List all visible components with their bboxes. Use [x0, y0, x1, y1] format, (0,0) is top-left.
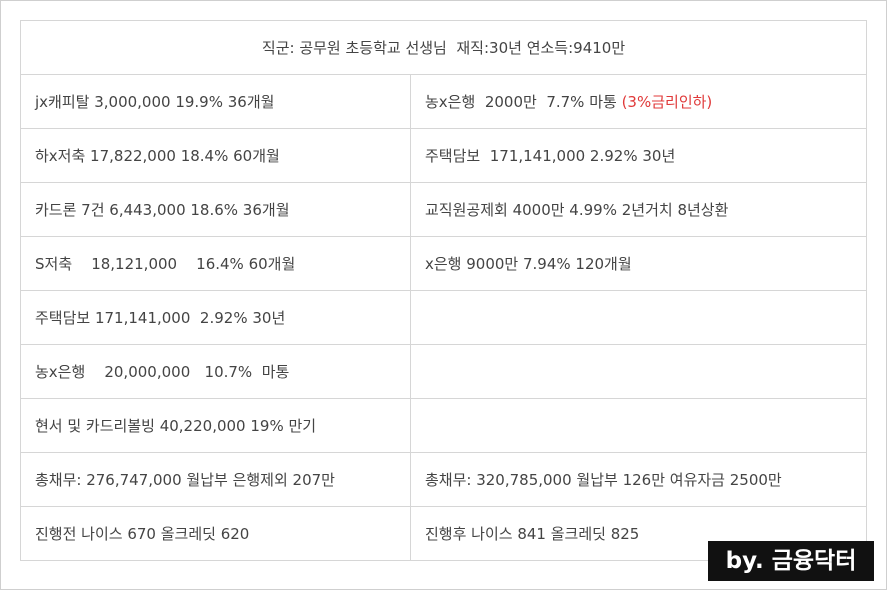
after-cell-empty — [409, 344, 868, 399]
table-row: 카드론 7건 6,443,000 18.6% 36개월 교직원공제회 4000만… — [20, 182, 868, 237]
total-debt-before: 총채무: 276,747,000 월납부 은행제외 207만 — [20, 452, 411, 507]
watermark-logo: by. 금융닥터 — [708, 541, 874, 581]
table-header-row: 직군: 공무원 초등학교 선생님 재직:30년 연소득:9410만 — [19, 20, 868, 75]
before-cell: S저축 18,121,000 16.4% 60개월 — [20, 236, 411, 291]
before-cell: 농x은행 20,000,000 10.7% 마통 — [20, 344, 411, 399]
table-row: jx캐피탈 3,000,000 19.9% 36개월 농x은행 2000만 7.… — [20, 74, 868, 129]
total-debt-row: 총채무: 276,747,000 월납부 은행제외 207만 총채무: 320,… — [20, 452, 868, 507]
table-row: 하x저축 17,822,000 18.4% 60개월 주택담보 171,141,… — [20, 128, 868, 183]
total-debt-after: 총채무: 320,785,000 월납부 126만 여유자금 2500만 — [409, 452, 868, 507]
before-cell: 카드론 7건 6,443,000 18.6% 36개월 — [20, 182, 411, 237]
after-cell: 농x은행 2000만 7.7% 마통 (3%금리인하) — [409, 74, 868, 129]
after-cell-new-loan: x은행 9000만 7.94% 120개월 — [409, 236, 868, 291]
table-row: S저축 18,121,000 16.4% 60개월 x은행 9000만 7.94… — [20, 236, 868, 291]
after-cell-text: 농x은행 2000만 7.7% 마통 — [425, 93, 622, 111]
before-cell: 주택담보 171,141,000 2.92% 30년 — [20, 290, 411, 345]
credit-score-before: 진행전 나이스 670 올크레딧 620 — [20, 506, 411, 561]
table-row: 농x은행 20,000,000 10.7% 마통 — [20, 344, 868, 399]
before-cell: 하x저축 17,822,000 18.4% 60개월 — [20, 128, 411, 183]
rate-cut-note: (3%금리인하) — [621, 93, 713, 111]
after-cell: 주택담보 171,141,000 2.92% 30년 — [409, 128, 868, 183]
table-row: 주택담보 171,141,000 2.92% 30년 — [20, 290, 868, 345]
table-row: 현서 및 카드리볼빙 40,220,000 19% 만기 — [20, 398, 868, 453]
after-cell-empty — [409, 290, 868, 345]
profile-header: 직군: 공무원 초등학교 선생님 재직:30년 연소득:9410만 — [19, 20, 868, 75]
after-cell-new-loan: 교직원공제회 4000만 4.99% 2년거치 8년상환 — [409, 182, 868, 237]
before-cell: 현서 및 카드리볼빙 40,220,000 19% 만기 — [20, 398, 411, 453]
before-cell: jx캐피탈 3,000,000 19.9% 36개월 — [20, 74, 411, 129]
after-cell-empty — [409, 398, 868, 453]
debt-comparison-table: 직군: 공무원 초등학교 선생님 재직:30년 연소득:9410만 jx캐피탈 … — [19, 20, 868, 561]
